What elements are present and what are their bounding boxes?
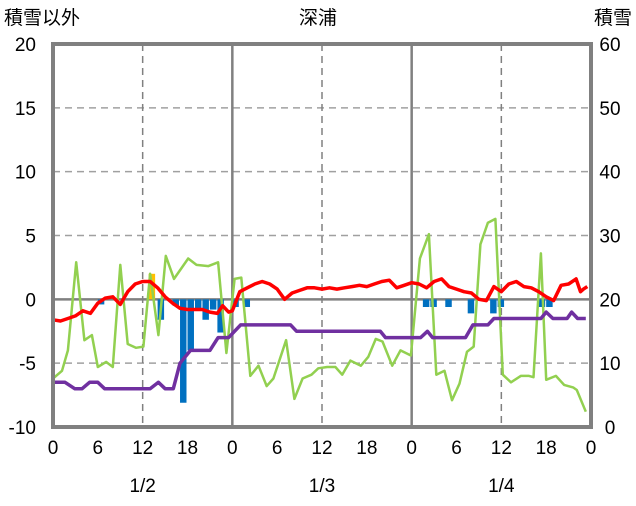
x-tick-label: 12 xyxy=(132,438,153,459)
left-tick-label: 5 xyxy=(25,227,36,248)
x-tick-label: 0 xyxy=(48,438,59,459)
x-tick-label: 0 xyxy=(406,438,417,459)
gridlines xyxy=(53,44,591,427)
bar xyxy=(445,299,452,307)
bar xyxy=(422,299,430,307)
right-axis-title: 積雪 xyxy=(594,7,632,29)
x-tick-label: 6 xyxy=(93,438,104,459)
series-snow-depth-line xyxy=(53,310,586,391)
bars xyxy=(97,273,553,403)
date-label: 1/2 xyxy=(129,476,155,497)
right-tick-label: 40 xyxy=(599,163,620,184)
chart-title: 深浦 xyxy=(299,7,337,29)
date-label: 1/3 xyxy=(309,476,335,497)
left-axis-title: 積雪以外 xyxy=(4,7,80,29)
bar xyxy=(243,299,251,307)
x-tick-label: 18 xyxy=(356,438,377,459)
right-tick-label: 0 xyxy=(605,418,616,439)
x-tick-label: 18 xyxy=(536,438,557,459)
x-tick-label: 18 xyxy=(177,438,198,459)
left-tick-label: 15 xyxy=(15,99,36,120)
left-tick-label: 20 xyxy=(15,35,36,56)
bar xyxy=(187,299,194,351)
left-tick-label: 10 xyxy=(15,163,36,184)
right-tick-label: 50 xyxy=(599,99,620,120)
bar xyxy=(172,299,180,306)
x-tick-label: 6 xyxy=(451,438,462,459)
x-tick-label: 6 xyxy=(272,438,283,459)
plot-frame xyxy=(51,42,593,429)
bar xyxy=(209,299,217,310)
right-tick-label: 30 xyxy=(599,227,620,248)
left-tick-label: -10 xyxy=(9,418,36,439)
left-tick-label: -5 xyxy=(19,354,36,375)
x-tick-label: 0 xyxy=(586,438,597,459)
right-tick-label: 10 xyxy=(599,354,620,375)
right-tick-label: 20 xyxy=(599,290,620,311)
bar xyxy=(490,299,497,314)
bar xyxy=(217,299,224,333)
date-label: 1/4 xyxy=(488,476,515,497)
bar xyxy=(467,299,475,314)
x-tick-label: 12 xyxy=(311,438,332,459)
bar xyxy=(180,299,187,403)
series-red-line xyxy=(52,277,589,323)
bar xyxy=(194,299,202,310)
series-green-line xyxy=(52,217,587,413)
bar xyxy=(497,299,505,307)
series-lines xyxy=(52,217,589,413)
left-tick-label: 0 xyxy=(25,290,36,311)
x-tick-label: 12 xyxy=(491,438,512,459)
x-tick-label: 0 xyxy=(227,438,238,459)
right-tick-label: 60 xyxy=(599,35,620,56)
bar xyxy=(546,299,553,307)
